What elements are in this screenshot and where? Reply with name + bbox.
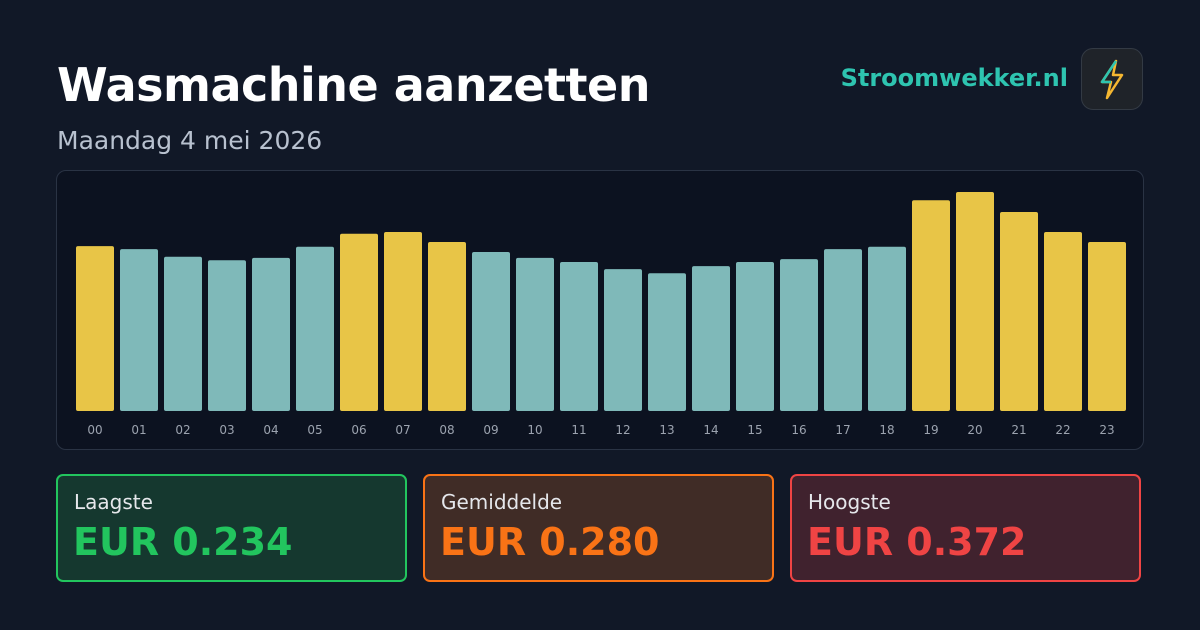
x-tick-label: 03 xyxy=(219,423,234,437)
bar xyxy=(120,249,158,411)
bar xyxy=(736,262,774,411)
bar xyxy=(516,257,554,411)
subtitle: Maandag 4 mei 2026 xyxy=(57,126,323,155)
brand: Stroomwekker.nl xyxy=(840,64,1068,92)
bar xyxy=(780,259,818,411)
bar xyxy=(1044,232,1082,411)
bar xyxy=(692,266,730,411)
bar xyxy=(252,257,290,411)
bar xyxy=(956,192,994,411)
bar xyxy=(76,246,114,411)
x-tick-label: 18 xyxy=(879,423,894,437)
stat-value: EUR 0.234 xyxy=(73,520,293,564)
bar xyxy=(1088,242,1126,411)
brand-icon xyxy=(1081,48,1143,110)
x-tick-label: 15 xyxy=(747,423,762,437)
x-tick-label: 12 xyxy=(615,423,630,437)
bar xyxy=(824,249,862,411)
x-tick-label: 10 xyxy=(527,423,542,437)
x-tick-label: 20 xyxy=(967,423,982,437)
bar xyxy=(428,242,466,411)
x-tick-label: 19 xyxy=(923,423,938,437)
stat-value: EUR 0.280 xyxy=(440,520,660,564)
stat-value: EUR 0.372 xyxy=(807,520,1027,564)
stat-label: Laagste xyxy=(74,490,153,514)
x-tick-label: 14 xyxy=(703,423,718,437)
x-tick-label: 09 xyxy=(483,423,498,437)
bolt xyxy=(1100,59,1124,100)
bar xyxy=(604,269,642,411)
stat-label: Hoogste xyxy=(808,490,891,514)
bar xyxy=(296,246,334,411)
x-tick-label: 22 xyxy=(1055,423,1070,437)
title: Wasmachine aanzetten xyxy=(57,58,650,112)
x-tick-label: 16 xyxy=(791,423,806,437)
x-tick-label: 21 xyxy=(1011,423,1026,437)
x-tick-label: 13 xyxy=(659,423,674,437)
bar xyxy=(208,260,246,411)
x-tick-label: 00 xyxy=(87,423,102,437)
x-tick-label: 07 xyxy=(395,423,410,437)
bar xyxy=(164,256,202,411)
bar xyxy=(912,200,950,411)
x-tick-label: 05 xyxy=(307,423,322,437)
x-tick-label: 04 xyxy=(263,423,278,437)
x-tick-label: 23 xyxy=(1099,423,1114,437)
bar xyxy=(340,233,378,411)
bar xyxy=(472,252,510,411)
bar xyxy=(648,273,686,411)
x-tick-label: 01 xyxy=(131,423,146,437)
x-tick-label: 11 xyxy=(571,423,586,437)
x-tick-label: 06 xyxy=(351,423,366,437)
bar xyxy=(1000,212,1038,411)
stat-label: Gemiddelde xyxy=(441,490,563,514)
stat-card: Hoogste EUR 0.372 xyxy=(790,474,1141,582)
stat-card: Laagste EUR 0.234 xyxy=(56,474,407,582)
bar xyxy=(384,232,422,411)
bar xyxy=(560,262,598,411)
bar xyxy=(868,246,906,411)
x-tick-label: 02 xyxy=(175,423,190,437)
x-tick-label: 17 xyxy=(835,423,850,437)
stat-card: Gemiddelde EUR 0.280 xyxy=(423,474,774,582)
x-tick-label: 08 xyxy=(439,423,454,437)
